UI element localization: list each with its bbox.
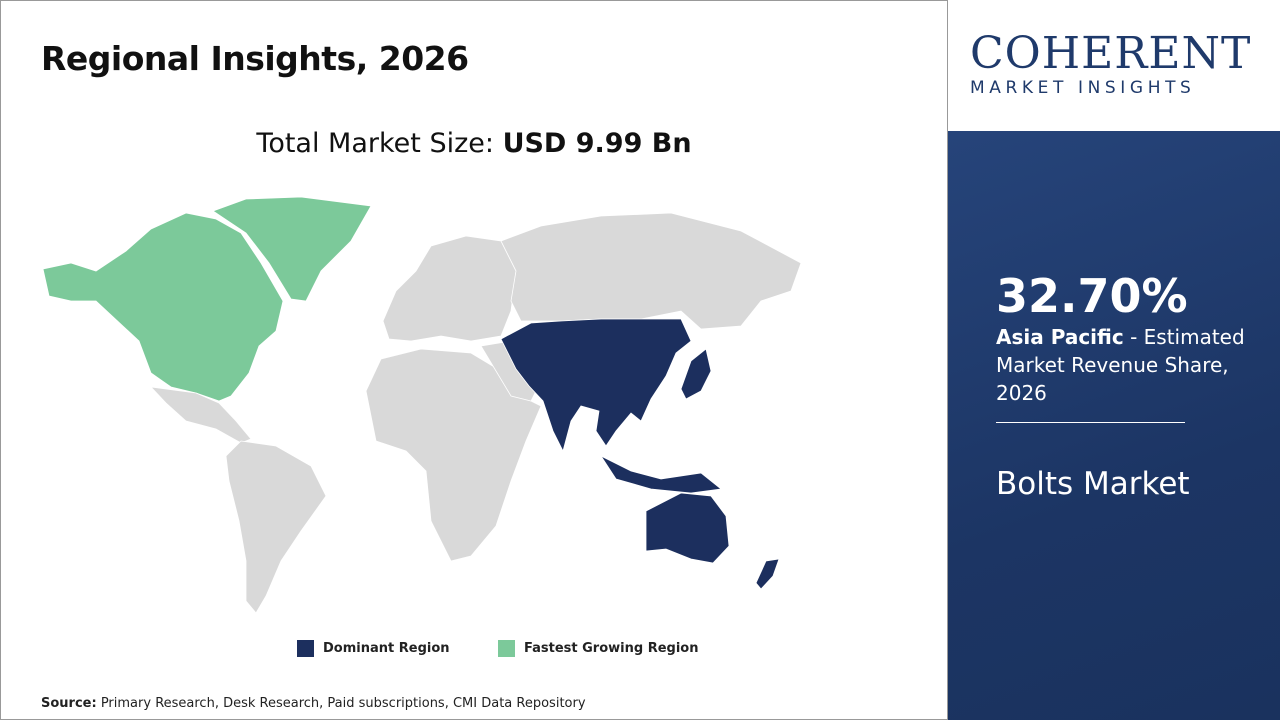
europe	[382, 235, 517, 342]
north-america	[42, 212, 284, 402]
central-america	[149, 386, 252, 444]
source-text: Primary Research, Desk Research, Paid su…	[96, 696, 586, 711]
source-label: Source:	[41, 696, 97, 711]
content-panel: Regional Insights, 2026 Total Market Siz…	[0, 0, 948, 720]
legend-swatch	[498, 640, 515, 657]
logo-name: COHERENT	[970, 28, 1252, 79]
share-value: 32.70%	[996, 269, 1188, 323]
asia-pacific	[500, 318, 692, 453]
indonesia	[599, 454, 722, 494]
logo-tagline: MARKET INSIGHTS	[970, 78, 1196, 98]
market-size-value: USD 9.99 Bn	[502, 128, 692, 159]
legend-swatch	[297, 640, 314, 657]
australia	[645, 492, 730, 564]
highlight-panel: 32.70% Asia Pacific - Estimated Market R…	[948, 131, 1280, 720]
page-title: Regional Insights, 2026	[41, 39, 469, 78]
market-size-label: Total Market Size:	[256, 128, 503, 159]
legend-label: Dominant Region	[323, 641, 450, 656]
greenland	[212, 196, 372, 302]
new-zealand	[755, 558, 780, 590]
region-name: Asia Pacific	[996, 325, 1124, 349]
legend-label: Fastest Growing Region	[524, 641, 699, 656]
description-text: - Estimated Market Revenue Share, 2026	[996, 325, 1245, 405]
logo: COHERENT MARKET INSIGHTS	[948, 0, 1280, 131]
japan	[680, 348, 712, 400]
legend-item: Dominant Region	[297, 640, 450, 657]
market-name: Bolts Market	[996, 466, 1190, 502]
russia	[500, 212, 802, 330]
africa	[365, 348, 542, 562]
share-description: Asia Pacific - Estimated Market Revenue …	[996, 323, 1246, 407]
market-size: Total Market Size: USD 9.99 Bn	[1, 128, 947, 159]
south-america	[225, 440, 327, 614]
divider	[996, 422, 1185, 423]
legend-item: Fastest Growing Region	[498, 640, 698, 657]
source: Source: Primary Research, Desk Research,…	[41, 696, 586, 711]
world-map	[42, 196, 802, 614]
